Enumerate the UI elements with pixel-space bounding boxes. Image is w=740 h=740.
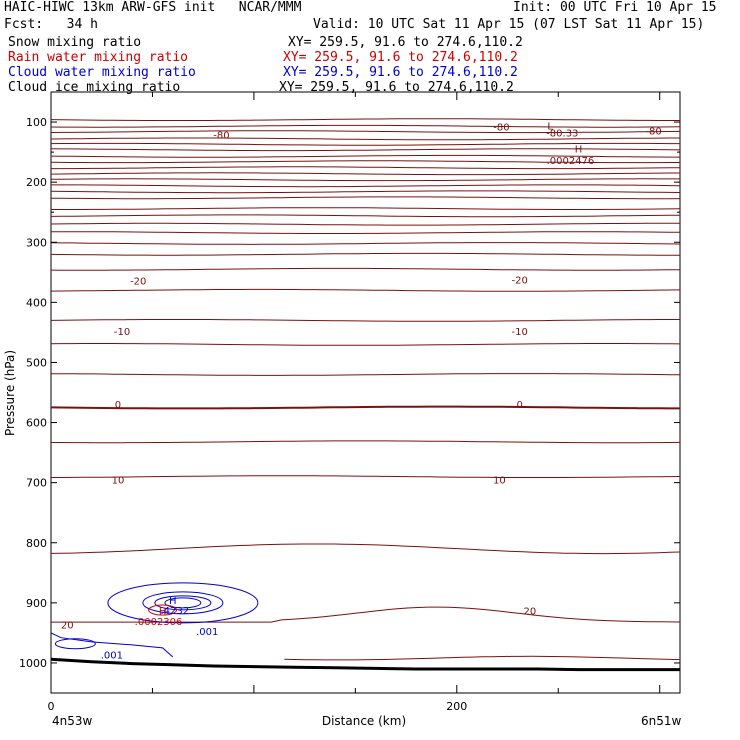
rain-water-contour	[148, 604, 178, 616]
temperature-contour	[50, 172, 680, 176]
temperature-contours	[50, 118, 681, 672]
cloud-water-label: .001	[196, 627, 218, 638]
temperature-contour	[50, 267, 681, 271]
temperature-contour-label: -80.33	[546, 128, 578, 139]
cloud-water-contour	[154, 595, 212, 611]
y-tick-label: 200	[26, 176, 47, 189]
temperature-contour	[50, 543, 681, 555]
temperature-contour	[50, 124, 681, 128]
field-name-cloud-water: Cloud water mixing ratio	[8, 65, 196, 80]
valid-time: Valid: 10 UTC Sat 11 Apr 15 (07 LST Sat …	[313, 17, 705, 32]
temperature-contour	[51, 373, 681, 376]
forecast-hour: Fcst: 34 h	[4, 17, 98, 32]
y-tick-label: 300	[26, 236, 47, 249]
cloud-water-label: .4232	[160, 606, 189, 617]
temperature-contour	[51, 184, 681, 188]
temperature-contour	[50, 252, 680, 256]
temperature-contour-label: -20	[512, 276, 528, 287]
x-tick-label: 200	[446, 700, 467, 713]
field-xy-cloud-water: XY= 259.5, 91.6 to 274.6,110.2	[283, 65, 518, 80]
y-tick-label: 500	[26, 356, 47, 369]
field-xy-rain: XY= 259.5, 91.6 to 274.6,110.2	[283, 50, 518, 65]
temperature-contour-label: H	[575, 144, 583, 155]
rain-water-label: H	[159, 607, 167, 618]
temperature-contour	[50, 196, 681, 200]
temperature-contour-label: -10	[114, 327, 130, 338]
temperature-contour	[50, 118, 680, 121]
temperature-contour	[51, 166, 681, 170]
temperature-contour	[50, 154, 680, 158]
temperature-contour	[50, 242, 681, 245]
temperature-contour-label: 10	[112, 476, 125, 487]
field-name-snow: Snow mixing ratio	[8, 35, 142, 50]
field-xy-cloud-ice: XY= 259.5, 91.6 to 274.6,110.2	[279, 80, 514, 95]
field-name-cloud-ice: Cloud ice mixing ratio	[8, 80, 181, 95]
temperature-contour	[51, 475, 681, 478]
y-tick-label: 900	[26, 597, 47, 610]
field-xy-snow: XY= 259.5, 91.6 to 274.6,110.2	[288, 35, 523, 50]
y-axis-label: Pressure (hPa)	[3, 350, 17, 436]
figure-title: HAIC-HIWC 13km ARW-GFS init NCAR/MMM	[4, 0, 302, 15]
y-tick-label: 400	[26, 296, 47, 309]
temperature-contour-label: .0002476	[547, 156, 595, 167]
temperature-contour	[50, 142, 680, 146]
rain-water-contours	[148, 604, 178, 616]
y-tick-label: 100	[26, 116, 47, 129]
temperature-contour	[51, 440, 681, 444]
cloud-water-contour	[164, 597, 202, 609]
temperature-contour	[50, 148, 681, 152]
temperature-contour	[50, 178, 680, 182]
cloud-water-label: .001	[101, 651, 123, 662]
temperature-contour	[50, 405, 680, 410]
right-endpoint-label: 6n51w	[641, 714, 682, 728]
cloud-water-contour	[54, 638, 96, 650]
temperature-contour-label: 0	[517, 400, 523, 411]
init-time: Init: 00 UTC Fri 10 Apr 15	[513, 0, 717, 15]
x-axis-label: Distance (km)	[322, 714, 406, 728]
temperature-contour-label: 20	[523, 607, 536, 618]
field-name-rain: Rain water mixing ratio	[8, 50, 189, 65]
temperature-contour-label: -80	[493, 122, 509, 133]
y-tick-label: 600	[26, 417, 47, 430]
x-tick-label: 0	[48, 700, 55, 713]
temperature-contour-label: 10	[493, 476, 506, 487]
temperature-contour	[50, 222, 680, 226]
cloud-water-label: H	[169, 596, 177, 607]
temperature-contour-label: -80	[213, 131, 229, 142]
y-tick-label: 700	[26, 477, 47, 490]
temperature-contour	[50, 231, 681, 234]
temperature-contour-label: -20	[130, 277, 146, 288]
temperature-contour	[51, 207, 681, 210]
cloud-water-contour	[142, 591, 224, 615]
temperature-contour-label: L	[547, 122, 553, 133]
temperature-contour	[50, 190, 681, 194]
temperature-contour-label: 0	[115, 400, 121, 411]
temperature-contour	[50, 137, 680, 141]
rain-water-label: .0002306	[135, 617, 183, 628]
temperature-contour	[50, 288, 681, 292]
terrain-line	[50, 657, 680, 672]
y-tick-label: 800	[26, 537, 47, 550]
temperature-contour-label: -80	[645, 126, 661, 137]
temperature-contour	[284, 655, 681, 661]
temperature-contour	[50, 214, 681, 218]
plot-frame	[50, 91, 681, 694]
temperature-contour	[50, 130, 681, 134]
temperature-contour-label: -10	[512, 327, 528, 338]
temperature-contour	[50, 319, 680, 322]
temperature-contour-label: 20	[61, 620, 74, 631]
temperature-contour	[50, 343, 681, 346]
left-endpoint-label: 4n53w	[52, 714, 93, 728]
cloud-water-contours	[50, 582, 259, 658]
cloud-water-contour	[50, 632, 174, 658]
temperature-contour	[50, 160, 680, 164]
y-tick-label: 1000	[19, 657, 47, 670]
cloud-water-contour	[107, 582, 259, 624]
temperature-contour	[51, 606, 681, 623]
